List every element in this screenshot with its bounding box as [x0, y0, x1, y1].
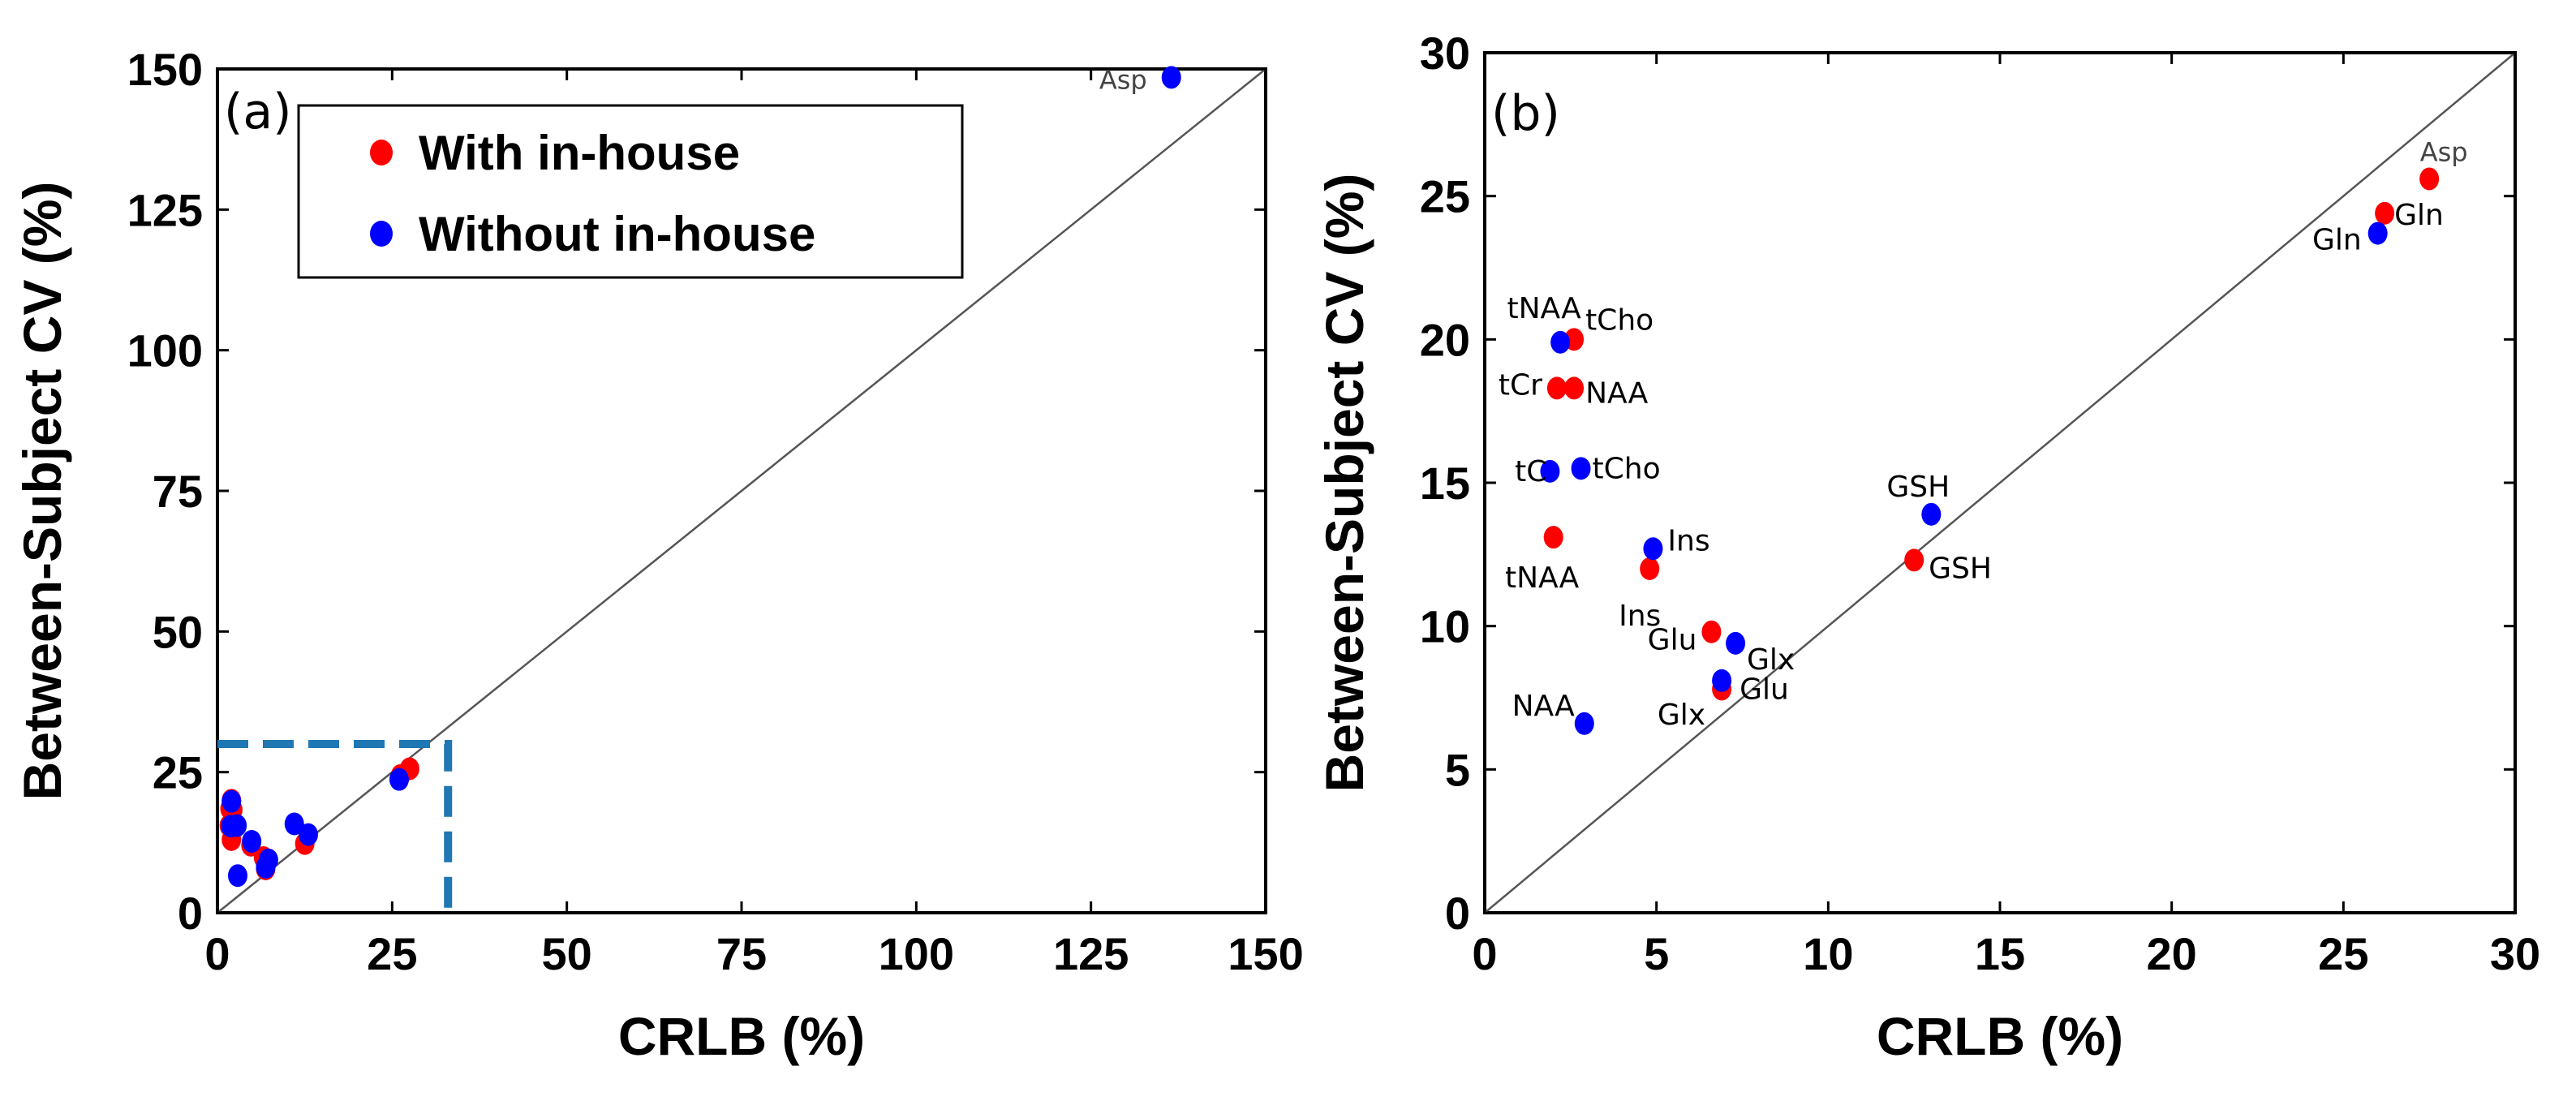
panel-b-label: (b): [1491, 85, 1560, 142]
panel-a-y-axis-label: Between-Subject CV (%): [12, 182, 72, 801]
panel-b-point-without: [1712, 669, 1732, 692]
panel-b-point-without: [1550, 330, 1571, 354]
panel-a-x-tick-label: 50: [542, 928, 592, 979]
panel-b-point-label: GSH: [1886, 471, 1950, 504]
panel-b: 0 5 10 15 20 25 30 0 5 10 15 20 25 30 CRLB (%) Between-…: [1314, 28, 2540, 1066]
panel-b-point-without: [1540, 459, 1560, 483]
panel-b-y-tick-label: 25: [1420, 171, 1470, 222]
panel-b-point-label: Glx: [1747, 643, 1795, 677]
panel-b-point-label: Glu: [1740, 673, 1789, 706]
legend-marker-without: [370, 221, 393, 247]
panel-a: 0 25 50 75 100 125 150 0 25 50 75 100 125 150 CRLB (%)…: [12, 44, 1304, 1066]
panel-b-x-tick-label: 15: [1975, 928, 2025, 979]
panel-b-point-label: Ins: [1667, 524, 1709, 557]
panel-a-x-axis-label: CRLB (%): [618, 1006, 865, 1066]
panel-b-point-label: tC: [1515, 455, 1546, 488]
panel-a-x-tick-label: 100: [879, 928, 954, 979]
panel-b-x-tick-label: 10: [1803, 928, 1853, 979]
legend-marker-with: [370, 140, 393, 166]
panel-a-legend: With in-house Without in-house: [297, 104, 964, 279]
panel-a-x-tick-label: 0: [204, 928, 230, 979]
panel-b-point-label: Glx: [1658, 699, 1705, 732]
panel-b-point-label: Gln: [2312, 224, 2362, 257]
panel-b-point-without: [1571, 457, 1591, 480]
legend-label-without: Without in-house: [419, 207, 815, 261]
panel-a-annotation: Asp: [1099, 64, 1147, 95]
panel-a-y-tick-label: 50: [153, 606, 203, 657]
panel-b-point-with: [1904, 548, 1924, 572]
panel-b-point-with: [1640, 557, 1660, 580]
panel-a-point-without: [298, 823, 318, 846]
panel-a-y-tick-label: 0: [178, 888, 203, 939]
panel-b-x-tick-label: 0: [1472, 928, 1497, 979]
panel-b-point-without: [1574, 712, 1594, 735]
legend-box: [297, 104, 964, 279]
panel-b-point-with: [1543, 526, 1563, 549]
panel-b-point-label: Gln: [2394, 199, 2444, 232]
legend-label-with: With in-house: [419, 126, 740, 180]
panel-b-point-label: tCho: [1585, 303, 1654, 337]
panel-b-point-with: [1564, 376, 1585, 400]
panel-b-point-with: [1701, 620, 1722, 643]
panel-b-y-tick-label: 10: [1420, 601, 1470, 652]
panel-a-point-without: [227, 864, 247, 888]
panel-a-x-tick-label: 25: [367, 928, 417, 979]
panel-b-point-with: [2375, 201, 2395, 225]
panel-a-y-tick-label: 75: [153, 466, 203, 517]
panel-b-x-tick-label: 30: [2490, 928, 2540, 979]
panel-b-y-tick-label: 0: [1445, 888, 1470, 939]
panel-b-x-tick-label: 5: [1644, 928, 1669, 979]
panel-a-x-tick-label: 75: [716, 928, 767, 979]
panel-b-point-label: tNAA: [1505, 561, 1580, 595]
panel-a-point-without: [389, 768, 409, 791]
panel-b-point-label: tNAA: [1507, 292, 1581, 325]
panel-a-y-tick-label: 125: [127, 184, 203, 235]
panel-b-point-label: Asp: [2420, 136, 2468, 167]
panel-b-y-axis-label: Between-Subject CV (%): [1314, 174, 1374, 793]
panel-a-point-without: [284, 812, 304, 836]
panel-b-y-tick-label: 20: [1420, 314, 1470, 365]
panel-a-x-tick-label: 125: [1053, 928, 1129, 979]
panel-a-y-tick-label: 150: [127, 44, 203, 95]
panel-a-point-without: [1161, 66, 1181, 89]
panel-b-point-without: [2367, 221, 2388, 245]
panel-b-point-with: [1546, 376, 1567, 400]
panel-b-point-without: [1921, 502, 1942, 526]
panel-a-y-tick-label: 100: [127, 325, 203, 376]
panel-b-x-axis-label: CRLB (%): [1877, 1006, 2123, 1066]
panel-a-point-without: [256, 855, 276, 879]
panel-b-x-tick-label: 20: [2147, 928, 2197, 979]
panel-a-x-tick-label: 150: [1228, 928, 1303, 979]
panel-a-label: (a): [224, 84, 292, 140]
panel-b-point-label: NAA: [1585, 376, 1649, 410]
panel-b-identity-line: [1484, 52, 2516, 914]
panel-a-y-tick-label: 25: [153, 747, 203, 798]
panel-a-zoom-box: [217, 740, 453, 913]
panel-b-point-label: Ins: [1619, 600, 1661, 633]
panel-b-y-tick-label: 30: [1420, 28, 1470, 79]
panel-b-y-tick-label: 5: [1445, 744, 1470, 795]
panel-b-point-without: [1726, 631, 1746, 655]
panel-b-y-tick-label: 15: [1420, 458, 1470, 509]
panel-b-point-label: tCr: [1499, 368, 1542, 402]
panel-b-point-label: tCho: [1593, 452, 1661, 485]
panel-b-point-label: NAA: [1512, 690, 1576, 723]
panel-a-point-without: [242, 829, 262, 853]
panel-b-point-label: Glu: [1648, 624, 1697, 657]
panel-b-x-tick-label: 25: [2318, 928, 2368, 979]
panel-b-point-without: [1643, 537, 1663, 561]
panel-b-point-with: [2419, 167, 2440, 191]
panel-a-point-without: [227, 814, 247, 837]
panel-a-point-without: [221, 789, 242, 813]
panel-b-point-label: GSH: [1929, 552, 1992, 585]
